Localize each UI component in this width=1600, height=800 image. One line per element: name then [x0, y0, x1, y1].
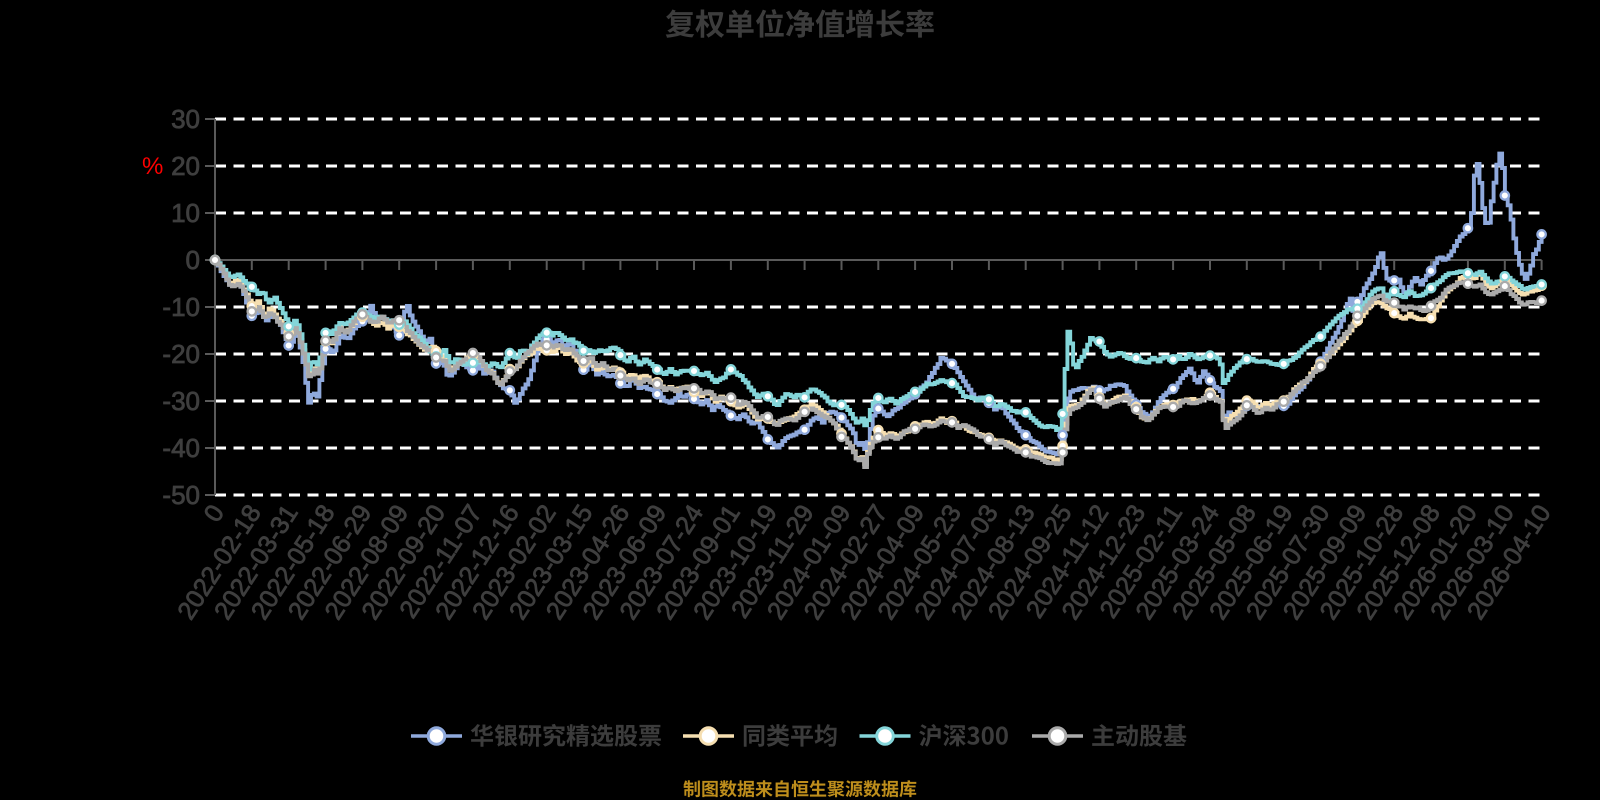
svg-text:0: 0	[186, 245, 200, 275]
svg-text:10: 10	[171, 198, 200, 228]
svg-text:20: 20	[171, 151, 200, 181]
svg-text:-20: -20	[162, 339, 200, 369]
svg-text:-10: -10	[162, 292, 200, 322]
svg-text:-50: -50	[162, 480, 200, 510]
svg-text:-30: -30	[162, 386, 200, 416]
svg-text:-40: -40	[162, 433, 200, 463]
svg-text:%: %	[142, 153, 163, 180]
svg-text:30: 30	[171, 104, 200, 134]
